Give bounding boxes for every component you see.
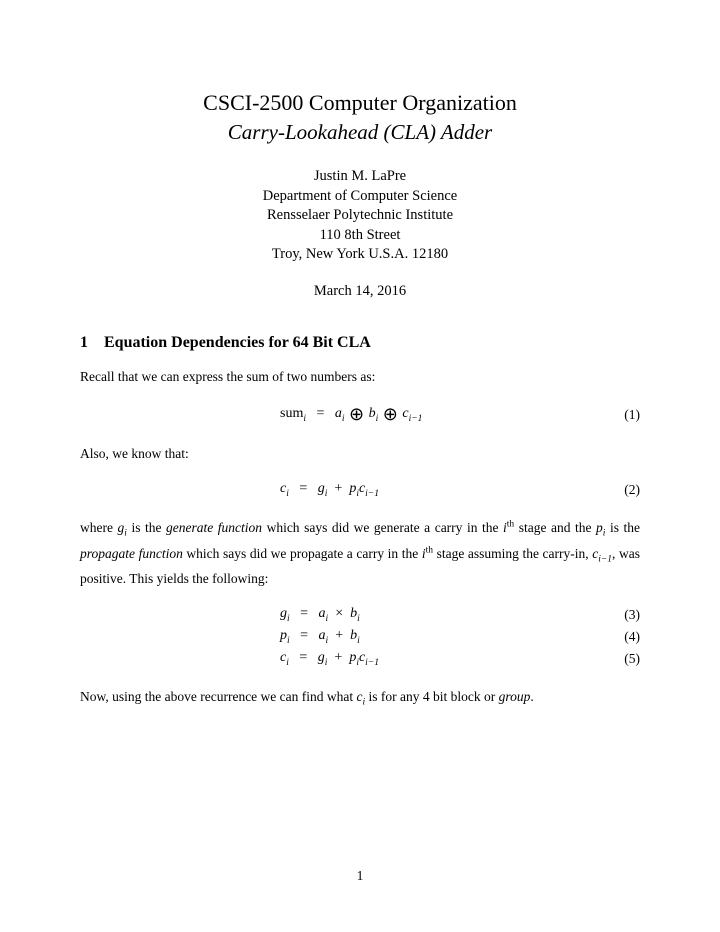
paragraph-2: Also, we know that: xyxy=(80,443,640,465)
equation-1-block: sumi = ai ⊕ bi ⊕ ci−1 (1) xyxy=(80,404,640,425)
author-name: Justin M. LaPre xyxy=(80,167,640,187)
document-title: CSCI-2500 Computer Organization xyxy=(80,90,640,116)
equation-2-block: ci = gi + pici−1 (2) xyxy=(80,481,640,499)
paragraph-4: Now, using the above recurrence we can f… xyxy=(80,686,640,711)
section-heading: 1 Equation Dependencies for 64 Bit CLA xyxy=(80,334,640,352)
eq1-b: b xyxy=(369,406,376,421)
document-subtitle: Carry-Lookahead (CLA) Adder xyxy=(80,120,640,145)
equation-3: gi = ai × bi (3) xyxy=(80,606,640,624)
eq1-a-sub: i xyxy=(342,414,345,424)
eq1-a: a xyxy=(335,406,342,421)
equation-345-block: gi = ai × bi (3) pi = ai + bi (4) xyxy=(80,606,640,667)
eq2-g: g xyxy=(318,481,325,496)
page-number: 1 xyxy=(0,868,720,884)
author-block: Justin M. LaPre Department of Computer S… xyxy=(80,167,640,265)
equation-2: ci = gi + pici−1 (2) xyxy=(80,481,640,499)
document-page: CSCI-2500 Computer Organization Carry-Lo… xyxy=(0,0,720,767)
section-number: 1 xyxy=(80,334,88,352)
equation-1: sumi = ai ⊕ bi ⊕ ci−1 (1) xyxy=(80,404,640,425)
eq2-lhs-sub: i xyxy=(286,489,289,499)
equation-5: ci = gi + pici−1 (5) xyxy=(80,650,640,668)
institution: Rensselaer Polytechnic Institute xyxy=(80,206,640,226)
department: Department of Computer Science xyxy=(80,187,640,207)
eq2-c-sub: i−1 xyxy=(365,489,379,499)
paragraph-1: Recall that we can express the sum of tw… xyxy=(80,366,640,388)
street: 110 8th Street xyxy=(80,226,640,246)
paragraph-3: where gi is the generate function which … xyxy=(80,517,640,590)
eq2-number: (2) xyxy=(600,482,640,498)
eq1-lhs: sum xyxy=(280,406,303,421)
oplus-icon: ⊕ xyxy=(349,404,364,425)
eq1-b-sub: i xyxy=(376,414,379,424)
equation-4: pi = ai + bi (4) xyxy=(80,628,640,646)
section-title: Equation Dependencies for 64 Bit CLA xyxy=(104,334,371,351)
eq2-g-sub: i xyxy=(325,489,328,499)
eq1-lhs-sub: i xyxy=(303,414,306,424)
city: Troy, New York U.S.A. 12180 xyxy=(80,245,640,265)
eq1-c-sub: i−1 xyxy=(409,414,423,424)
document-date: March 14, 2016 xyxy=(80,283,640,300)
oplus-icon: ⊕ xyxy=(383,404,398,425)
eq1-number: (1) xyxy=(600,407,640,423)
